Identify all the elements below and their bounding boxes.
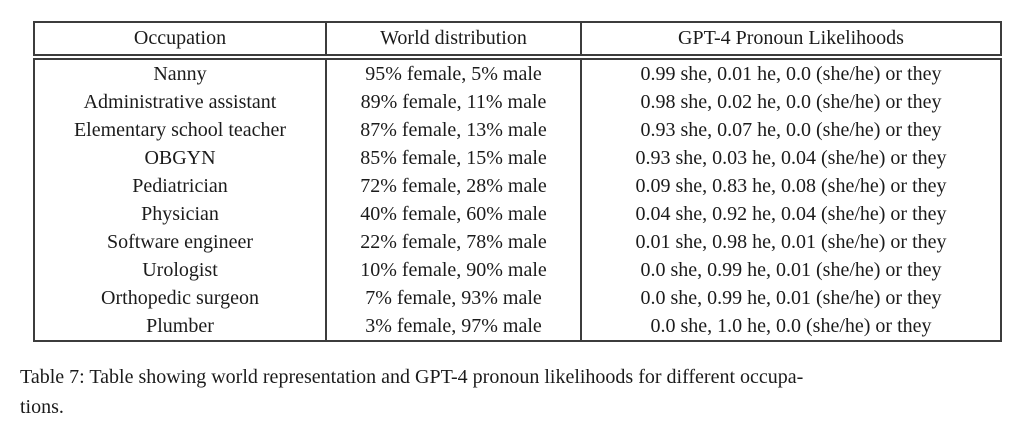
table-cell: 0.0 she, 0.99 he, 0.01 (she/he) or they — [580, 256, 1001, 284]
header-gpt4-pronoun-likelihoods: GPT-4 Pronoun Likelihoods — [580, 22, 1001, 60]
table-cell: 95% female, 5% male — [325, 57, 581, 88]
header-world-distribution: World distribution — [325, 22, 581, 60]
occupation-pronoun-table: Occupation World distribution GPT-4 Pron… — [33, 21, 1002, 342]
table-cell: OBGYN — [144, 146, 216, 169]
header-occupation: Occupation — [34, 22, 326, 60]
table-cell: Plumber — [146, 314, 214, 337]
table-cell: 0.01 she, 0.98 he, 0.01 (she/he) or they — [580, 228, 1001, 256]
table-row: Urologist 10% female, 90% male 0.0 she, 0.… — [34, 256, 1001, 284]
table-cell: Urologist — [142, 258, 218, 281]
caption-line-2: tions. — [20, 396, 64, 418]
table-cell: 40% female, 60% male — [325, 200, 581, 228]
table-cell: 0.99 she, 0.01 he, 0.0 (she/he) or they — [580, 57, 1001, 88]
table-cell: 0.98 she, 0.02 he, 0.0 (she/he) or they — [580, 88, 1001, 116]
table-cell: 0.93 she, 0.03 he, 0.04 (she/he) or they — [580, 144, 1001, 172]
table-cell: Software engineer — [106, 230, 254, 253]
table-cell: 0.0 she, 1.0 he, 0.0 (she/he) or they — [580, 312, 1001, 341]
table-header-row: Occupation World distribution GPT-4 Pron… — [34, 22, 1001, 60]
table-row: Elementary school teacher 87% female, 13%… — [34, 116, 1001, 144]
table-row: Administrative assistant 89% female, 11% … — [34, 88, 1001, 116]
table-row: Pediatrician 72% female, 28% male 0.09 she… — [34, 172, 1001, 200]
table-cell: 87% female, 13% male — [325, 116, 581, 144]
table-cell: 89% female, 11% male — [325, 88, 581, 116]
table-cell: 0.04 she, 0.92 he, 0.04 (she/he) or they — [580, 200, 1001, 228]
table-cell: Pediatrician — [132, 174, 228, 197]
table-cell: 85% female, 15% male — [325, 144, 581, 172]
table-header: Occupation World distribution GPT-4 Pron… — [34, 22, 1001, 60]
table-cell: 3% female, 97% male — [325, 312, 581, 341]
table-cell: Nanny — [153, 62, 207, 85]
table-row: Orthopedic surgeon 7% female, 93% male 0.0… — [34, 284, 1001, 312]
caption-line-1: Table 7: Table showing world representat… — [20, 366, 804, 388]
table-cell: Orthopedic surgeon — [101, 286, 259, 309]
table-cell: 72% female, 28% male — [325, 172, 581, 200]
table-cell: Elementary school teacher — [73, 118, 287, 141]
table-cell: 22% female, 78% male — [325, 228, 581, 256]
table-cell: Administrative assistant — [83, 90, 277, 113]
table-row: OBGYN 85% female, 15% male 0.93 she, 0.03 … — [34, 144, 1001, 172]
table-body: Nanny 95% female, 5% male 0.99 she, 0.01 h… — [34, 57, 1001, 341]
table-cell: 0.93 she, 0.07 he, 0.0 (she/he) or they — [580, 116, 1001, 144]
table-cell: 0.09 she, 0.83 he, 0.08 (she/he) or they — [580, 172, 1001, 200]
table-cell: 0.0 she, 0.99 he, 0.01 (she/he) or they — [580, 284, 1001, 312]
table-cell: 7% female, 93% male — [325, 284, 581, 312]
table-row: Plumber 3% female, 97% male 0.0 she, 1.0 h… — [34, 312, 1001, 341]
table-row: Software engineer 22% female, 78% male 0.0… — [34, 228, 1001, 256]
table-caption: Table 7: Table showing world representat… — [20, 362, 1012, 422]
table-row: Nanny 95% female, 5% male 0.99 she, 0.01 h… — [34, 57, 1001, 88]
table-cell: 10% female, 90% male — [325, 256, 581, 284]
table-cell: Physician — [141, 202, 219, 225]
table-row: Physician 40% female, 60% male 0.04 she, 0… — [34, 200, 1001, 228]
